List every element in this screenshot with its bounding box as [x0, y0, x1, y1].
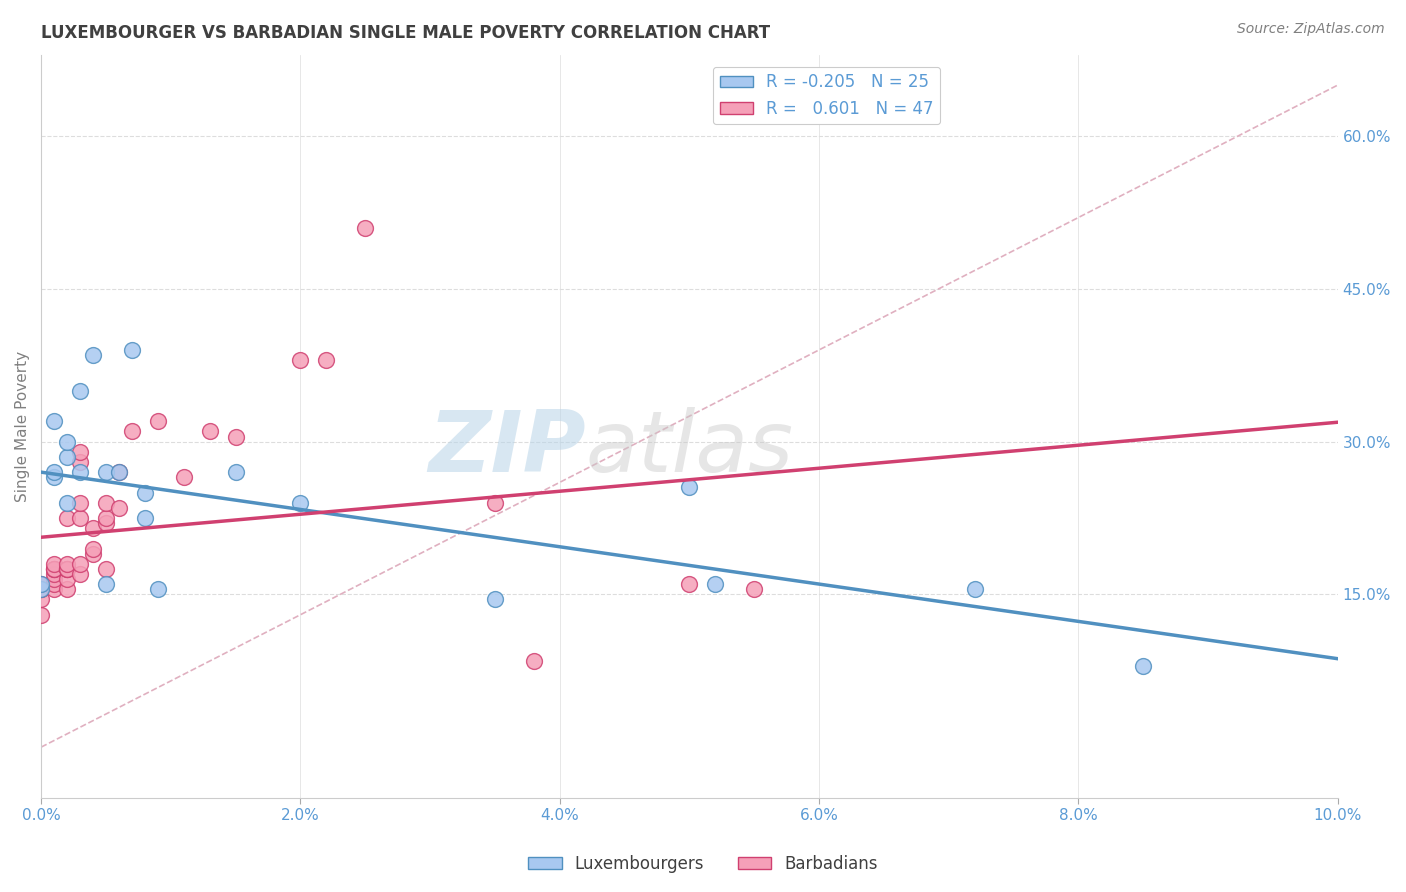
Point: [56, 572, 79, 586]
Point: [69, 465, 91, 479]
Point: [94, 496, 117, 510]
Point: [354, 220, 377, 235]
Text: ZIP: ZIP: [427, 407, 586, 490]
Point: [678, 577, 700, 591]
Point: [146, 582, 169, 597]
Point: [42, 577, 65, 591]
Y-axis label: Single Male Poverty: Single Male Poverty: [15, 351, 30, 502]
Point: [30, 577, 52, 591]
Point: [225, 429, 247, 443]
Point: [69, 566, 91, 581]
Point: [56, 582, 79, 597]
Point: [1132, 658, 1154, 673]
Point: [42, 562, 65, 576]
Point: [42, 562, 65, 576]
Point: [30, 582, 52, 597]
Legend: R = -0.205   N = 25, R =   0.601   N = 47: R = -0.205 N = 25, R = 0.601 N = 47: [713, 67, 941, 124]
Point: [94, 465, 117, 479]
Point: [315, 353, 337, 368]
Point: [69, 557, 91, 571]
Text: LUXEMBOURGER VS BARBADIAN SINGLE MALE POVERTY CORRELATION CHART: LUXEMBOURGER VS BARBADIAN SINGLE MALE PO…: [41, 24, 770, 42]
Point: [42, 562, 65, 576]
Point: [42, 414, 65, 428]
Point: [42, 470, 65, 484]
Point: [42, 465, 65, 479]
Point: [704, 577, 727, 591]
Point: [173, 470, 195, 484]
Point: [56, 562, 79, 576]
Point: [30, 592, 52, 607]
Point: [963, 582, 986, 597]
Point: [56, 496, 79, 510]
Point: [94, 511, 117, 525]
Point: [225, 465, 247, 479]
Point: [30, 582, 52, 597]
Point: [82, 547, 104, 561]
Point: [484, 592, 506, 607]
Text: atlas: atlas: [586, 407, 793, 490]
Point: [56, 562, 79, 576]
Point: [108, 465, 131, 479]
Point: [290, 496, 312, 510]
Point: [121, 425, 143, 439]
Point: [42, 572, 65, 586]
Point: [94, 562, 117, 576]
Point: [30, 607, 52, 622]
Point: [30, 577, 52, 591]
Point: [108, 465, 131, 479]
Point: [69, 384, 91, 398]
Text: Source: ZipAtlas.com: Source: ZipAtlas.com: [1237, 22, 1385, 37]
Point: [56, 511, 79, 525]
Point: [121, 343, 143, 357]
Point: [69, 455, 91, 469]
Point: [82, 348, 104, 362]
Point: [56, 557, 79, 571]
Point: [742, 582, 765, 597]
Point: [56, 450, 79, 464]
Point: [523, 654, 546, 668]
Point: [94, 516, 117, 530]
Point: [69, 496, 91, 510]
Point: [42, 566, 65, 581]
Point: [42, 582, 65, 597]
Point: [69, 444, 91, 458]
Point: [56, 562, 79, 576]
Point: [82, 521, 104, 535]
Point: [678, 480, 700, 494]
Point: [134, 485, 156, 500]
Point: [198, 425, 221, 439]
Point: [484, 496, 506, 510]
Point: [108, 500, 131, 515]
Point: [56, 434, 79, 449]
Point: [82, 541, 104, 556]
Point: [42, 557, 65, 571]
Point: [290, 353, 312, 368]
Point: [69, 511, 91, 525]
Point: [146, 414, 169, 428]
Point: [134, 511, 156, 525]
Point: [30, 582, 52, 597]
Point: [94, 577, 117, 591]
Legend: Luxembourgers, Barbadians: Luxembourgers, Barbadians: [522, 848, 884, 880]
